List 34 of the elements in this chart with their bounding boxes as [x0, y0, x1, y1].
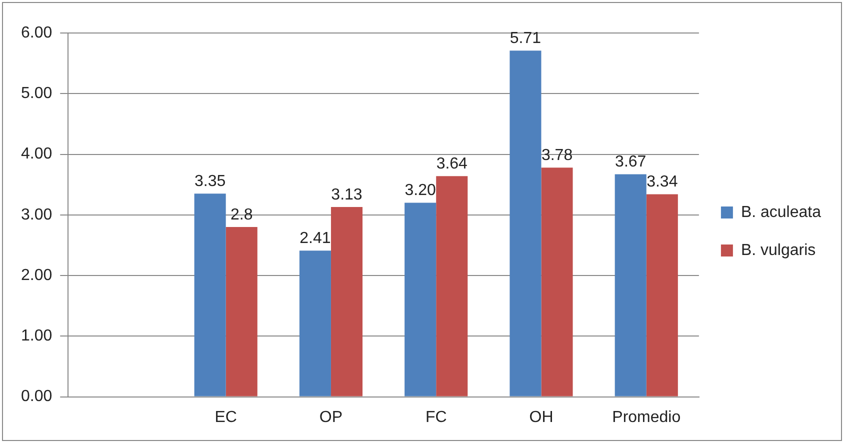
data-label: 2.41 [300, 230, 331, 248]
data-label: 2.8 [230, 206, 253, 224]
y-tick-label: 2.00 [21, 266, 52, 284]
x-tick-label: OH [529, 408, 554, 426]
data-label: 3.34 [646, 174, 678, 191]
bar [510, 50, 542, 396]
data-label: 3.64 [436, 156, 468, 172]
x-tick-label: Promedio [612, 408, 681, 426]
data-label: 3.20 [404, 182, 436, 200]
x-tick-label: FC [425, 408, 447, 426]
y-tick-label: 0.00 [21, 388, 52, 406]
y-tick-label: 6.00 [21, 24, 52, 42]
y-tick-label: 3.00 [21, 206, 52, 224]
data-label: 3.67 [615, 154, 646, 171]
x-tick-label: EC [214, 408, 237, 426]
data-label: 3.78 [541, 147, 573, 164]
bar [330, 207, 363, 396]
y-tick-label: 1.00 [21, 328, 52, 345]
bar [614, 174, 646, 396]
x-tick-label: OP [319, 408, 343, 426]
data-label: 3.35 [194, 173, 226, 190]
y-tick-label: 4.00 [21, 146, 52, 163]
data-label: 5.71 [510, 30, 542, 47]
bar [404, 202, 436, 396]
bar [541, 168, 573, 396]
bar [646, 194, 678, 396]
data-label: 3.13 [331, 186, 362, 204]
y-tick-label: 5.00 [21, 85, 52, 102]
legend-label: B. vulgaris [740, 242, 816, 259]
bar [436, 176, 468, 396]
bar [194, 194, 226, 396]
legend-label: B. aculeata [740, 204, 822, 221]
bar [226, 227, 258, 396]
bar [299, 250, 331, 396]
